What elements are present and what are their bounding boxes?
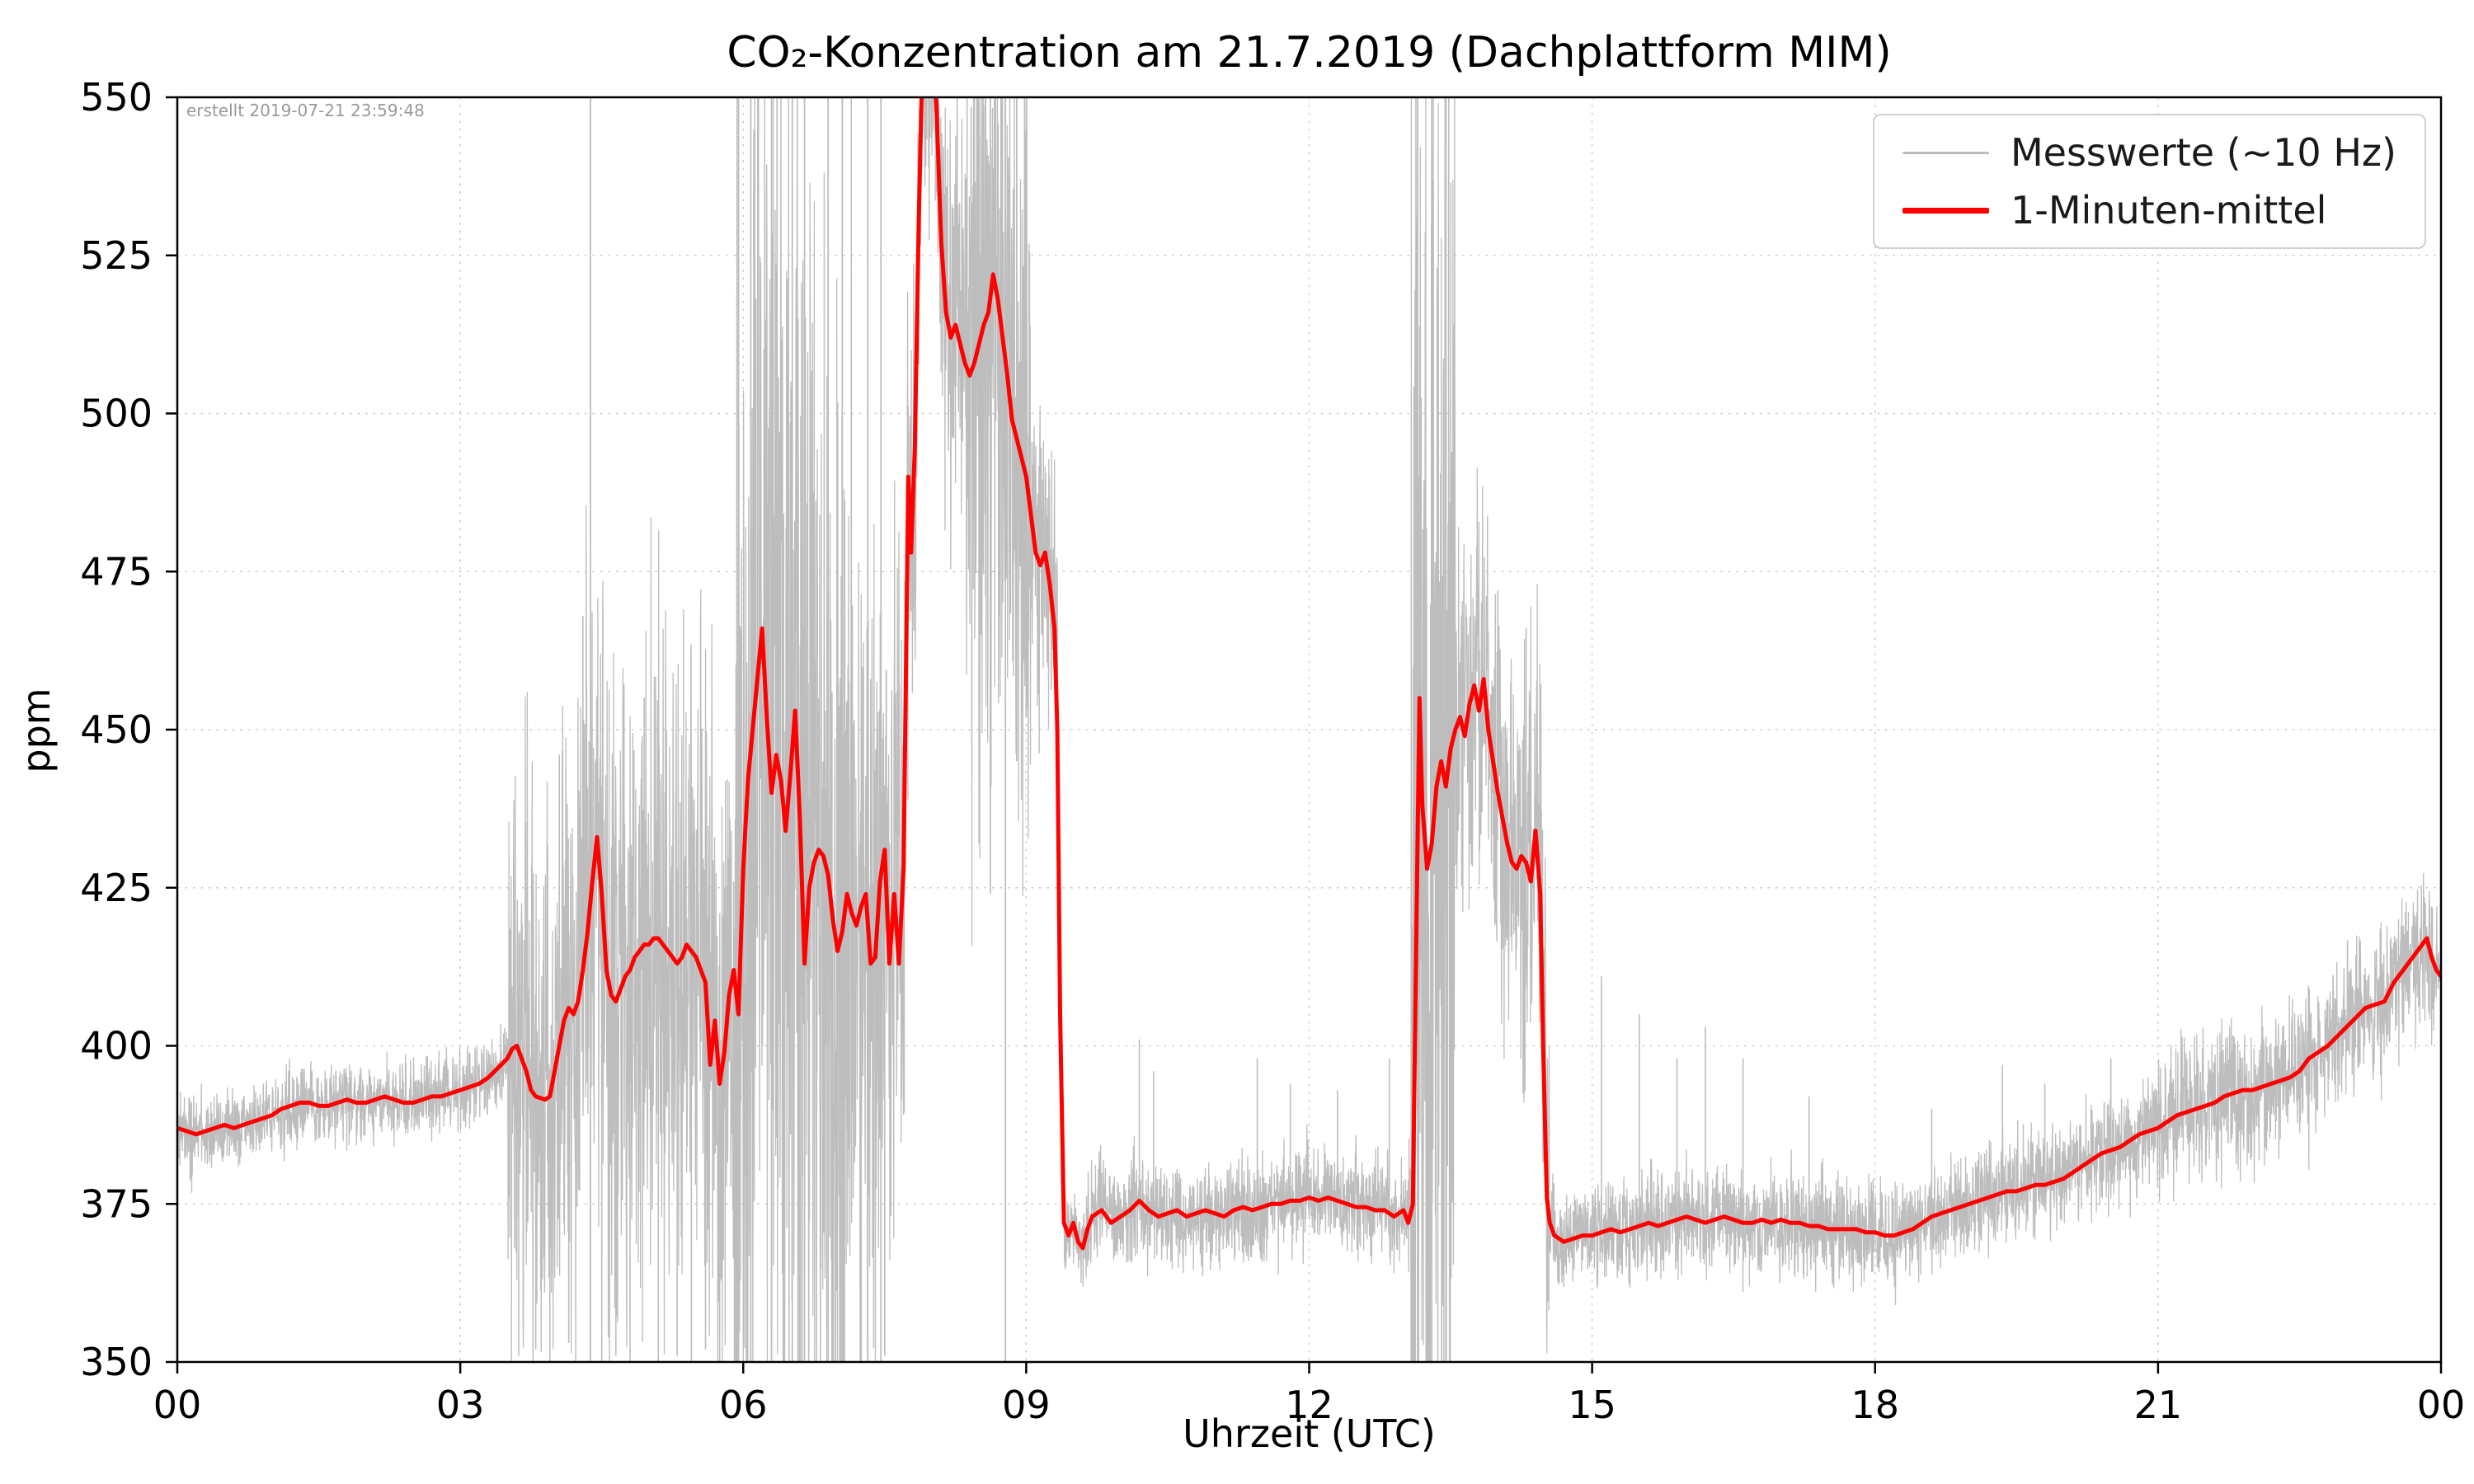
y-axis-label: ppm [14,688,59,773]
svg-text:425: 425 [80,866,153,910]
svg-text:06: 06 [719,1383,768,1427]
raw-series [177,97,2441,1362]
raw-line-sample [1902,151,1989,154]
svg-text:03: 03 [436,1383,485,1427]
tick-labels: 00 03 06 09 12 15 18 21 003503754004254504755005… [80,75,2465,1427]
svg-text:12: 12 [1285,1383,1333,1427]
mean-series [177,97,2441,1251]
svg-text:350: 350 [80,1340,153,1384]
svg-text:00: 00 [153,1383,202,1427]
svg-text:00: 00 [2417,1383,2466,1427]
svg-text:375: 375 [80,1181,153,1226]
mean-line-sample [1902,207,1989,214]
svg-text:15: 15 [1568,1383,1616,1427]
svg-text:475: 475 [80,549,153,594]
x-axis-label: Uhrzeit (UTC) [1183,1411,1436,1456]
created-timestamp: erstellt 2019-07-21 23:59:48 [186,101,425,120]
svg-text:400: 400 [80,1024,153,1068]
legend-item-raw: Messwerte (~10 Hz) [1902,130,2396,175]
legend-label-mean: 1-Minuten-mittel [2010,188,2327,232]
svg-text:450: 450 [80,707,153,752]
legend-label-raw: Messwerte (~10 Hz) [2010,130,2396,175]
svg-text:21: 21 [2134,1383,2183,1427]
svg-text:550: 550 [80,75,153,120]
chart-title: CO₂-Konzentration am 21.7.2019 (Dachplat… [727,28,1892,77]
svg-text:18: 18 [1851,1383,1899,1427]
legend: Messwerte (~10 Hz) 1-Minuten-mittel [1872,114,2426,249]
axes-frame [166,96,2443,1374]
svg-text:525: 525 [80,233,153,278]
svg-text:09: 09 [1002,1383,1051,1427]
legend-item-mean: 1-Minuten-mittel [1902,188,2396,232]
svg-text:500: 500 [80,392,153,436]
